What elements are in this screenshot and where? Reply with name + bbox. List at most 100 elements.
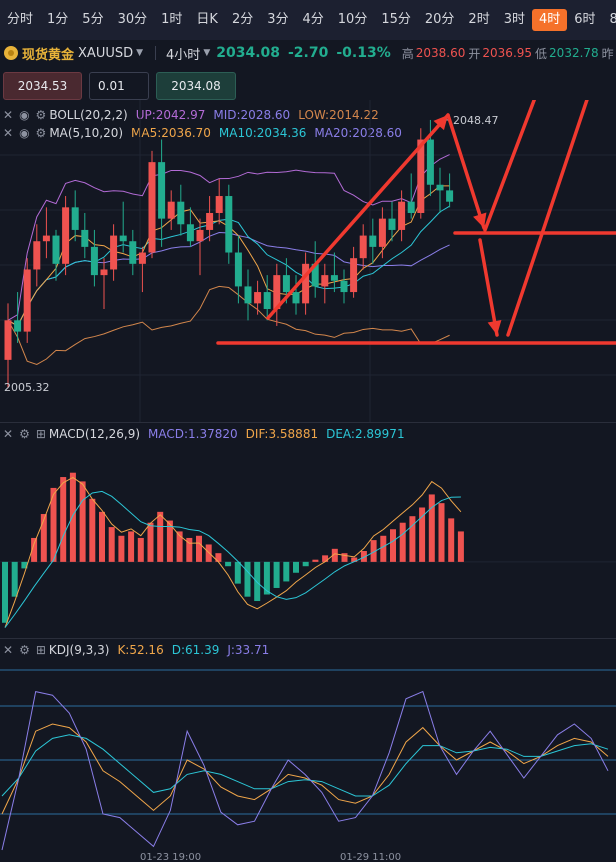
chevron-down-icon[interactable]: ▼ bbox=[136, 48, 144, 58]
close-icon[interactable]: ✕ bbox=[3, 643, 14, 657]
dif-value: DIF:3.58881 bbox=[245, 427, 319, 441]
macd-bar bbox=[399, 522, 406, 562]
kdj-d-line bbox=[1, 734, 609, 797]
timeframe-tab[interactable]: 6时 bbox=[574, 12, 596, 27]
pane-divider bbox=[0, 422, 616, 423]
macd-bar bbox=[147, 522, 154, 562]
macd-bar bbox=[157, 511, 164, 562]
macd-name: MACD(12,26,9) bbox=[48, 427, 141, 441]
timeframe-tab[interactable]: 5分 bbox=[82, 12, 104, 27]
candle-body bbox=[148, 162, 156, 253]
settings-gear-icon[interactable]: ⚙ bbox=[19, 427, 30, 441]
annotation-line bbox=[483, 100, 537, 232]
candlestick-chart[interactable]: 2048.47 2005.32 bbox=[0, 100, 616, 422]
annotation-arrowhead bbox=[473, 212, 487, 228]
macd-bar bbox=[40, 514, 47, 562]
expand-icon[interactable]: ⊞ bbox=[35, 427, 46, 441]
candle-body bbox=[321, 275, 329, 287]
kdj-chart[interactable]: 01-23 19:00 01-29 11:00 bbox=[0, 640, 616, 862]
ma-name: MA(5,10,20) bbox=[49, 126, 124, 140]
boll-lower-line bbox=[7, 285, 450, 366]
boll-upper-line bbox=[7, 154, 450, 321]
candle-body bbox=[81, 229, 89, 247]
timeframe-tab[interactable]: 分时 bbox=[7, 12, 34, 27]
settings-gear-icon[interactable]: ⚙ bbox=[35, 108, 47, 122]
candle-body bbox=[206, 212, 214, 230]
macd-bar bbox=[137, 537, 144, 562]
chevron-down-icon[interactable]: ▼ bbox=[203, 48, 211, 58]
timeframe-tab[interactable]: 4分 bbox=[302, 12, 324, 27]
timeframe-tab[interactable]: 3时 bbox=[503, 12, 525, 27]
candle-body bbox=[225, 196, 233, 253]
candle-body bbox=[23, 269, 31, 332]
macd-chart[interactable] bbox=[0, 424, 616, 638]
macd-bar bbox=[341, 553, 348, 562]
annotation-line bbox=[478, 238, 499, 337]
candle-body bbox=[33, 241, 41, 270]
timeframe-tab[interactable]: 20分 bbox=[424, 12, 455, 27]
low-label: 低 bbox=[535, 46, 548, 61]
quote-header: 现货黄金 XAUUSD ▼ 4小时 ▼ 2034.08 -2.70 -0.13%… bbox=[0, 40, 616, 66]
timeframe-tab[interactable]: 日K bbox=[196, 12, 218, 27]
timeframe-tab[interactable]: 1分 bbox=[47, 12, 69, 27]
expand-icon[interactable]: ⊞ bbox=[35, 643, 46, 657]
candle-body bbox=[359, 235, 367, 259]
macd-bar bbox=[176, 531, 183, 562]
candle-body bbox=[446, 190, 454, 202]
close-icon[interactable]: ✕ bbox=[3, 126, 14, 140]
macd-bar bbox=[69, 472, 76, 562]
dea-value: DEA:2.89971 bbox=[326, 427, 405, 441]
macd-bar bbox=[457, 531, 464, 562]
settings-gear-icon[interactable]: ⚙ bbox=[35, 126, 47, 140]
settings-gear-icon[interactable]: ⚙ bbox=[19, 643, 30, 657]
instrument-symbol[interactable]: XAUUSD bbox=[78, 45, 134, 61]
open-label: 开 bbox=[468, 46, 481, 61]
price-change-pct: -0.13% bbox=[336, 45, 391, 61]
ma20-value: MA20:2028.60 bbox=[314, 126, 402, 140]
candle-body bbox=[52, 235, 60, 264]
k-value: K:52.16 bbox=[117, 643, 164, 657]
timeframe-tab[interactable]: 1时 bbox=[161, 12, 183, 27]
macd-bar bbox=[225, 561, 232, 567]
buy-price-button[interactable]: 2034.08 bbox=[156, 72, 236, 100]
annotation-arrowhead bbox=[433, 115, 448, 131]
timeframe-tab[interactable]: 8时 bbox=[609, 12, 616, 27]
candle-body bbox=[100, 269, 108, 276]
high-price-marker: 2048.47 bbox=[453, 114, 499, 127]
close-icon[interactable]: ✕ bbox=[3, 108, 14, 122]
macd-bar bbox=[419, 507, 426, 562]
visibility-eye-icon[interactable]: ◉ bbox=[19, 108, 30, 122]
open-value: 2036.95 bbox=[482, 46, 533, 60]
ma-legend: ✕ ◉ ⚙ MA(5,10,20) MA5:2036.70 MA10:2034.… bbox=[0, 124, 616, 142]
candle-body bbox=[167, 201, 175, 219]
candle-body bbox=[388, 218, 396, 230]
candle-body bbox=[340, 280, 348, 293]
high-label: 高 bbox=[401, 46, 414, 61]
candle-body bbox=[407, 201, 415, 213]
boll-legend: ✕ ◉ ⚙ BOLL(20,2,2) UP:2042.97 MID:2028.6… bbox=[0, 106, 616, 124]
gold-coin-icon bbox=[4, 46, 18, 60]
timeframe-tab[interactable]: 30分 bbox=[117, 12, 148, 27]
annotation-line bbox=[446, 113, 486, 230]
kdj-name: KDJ(9,3,3) bbox=[48, 643, 110, 657]
timeframe-tab[interactable]: 15分 bbox=[381, 12, 411, 27]
sell-price-button[interactable]: 2034.53 bbox=[3, 72, 82, 100]
quantity-input[interactable]: 0.01 bbox=[89, 72, 149, 100]
macd-bar bbox=[283, 561, 290, 582]
close-icon[interactable]: ✕ bbox=[3, 427, 14, 441]
visibility-eye-icon[interactable]: ◉ bbox=[19, 126, 30, 140]
macd-bar bbox=[322, 555, 329, 562]
timeframe-tab[interactable]: 4时 bbox=[531, 9, 568, 31]
candle-body bbox=[119, 235, 127, 242]
macd-bar bbox=[196, 535, 202, 562]
timeframe-tab[interactable]: 10分 bbox=[337, 12, 368, 27]
instrument-name[interactable]: 现货黄金 bbox=[22, 47, 75, 63]
dif-line bbox=[4, 476, 462, 628]
timeframe-tab[interactable]: 2时 bbox=[468, 12, 490, 27]
period-selector[interactable]: 4小时 bbox=[166, 47, 201, 63]
timeframe-tab[interactable]: 3分 bbox=[267, 12, 289, 27]
timeframe-tab[interactable]: 2分 bbox=[231, 12, 254, 27]
annotation-line bbox=[266, 113, 450, 320]
candle-body bbox=[273, 275, 281, 310]
macd-bar bbox=[448, 518, 455, 562]
